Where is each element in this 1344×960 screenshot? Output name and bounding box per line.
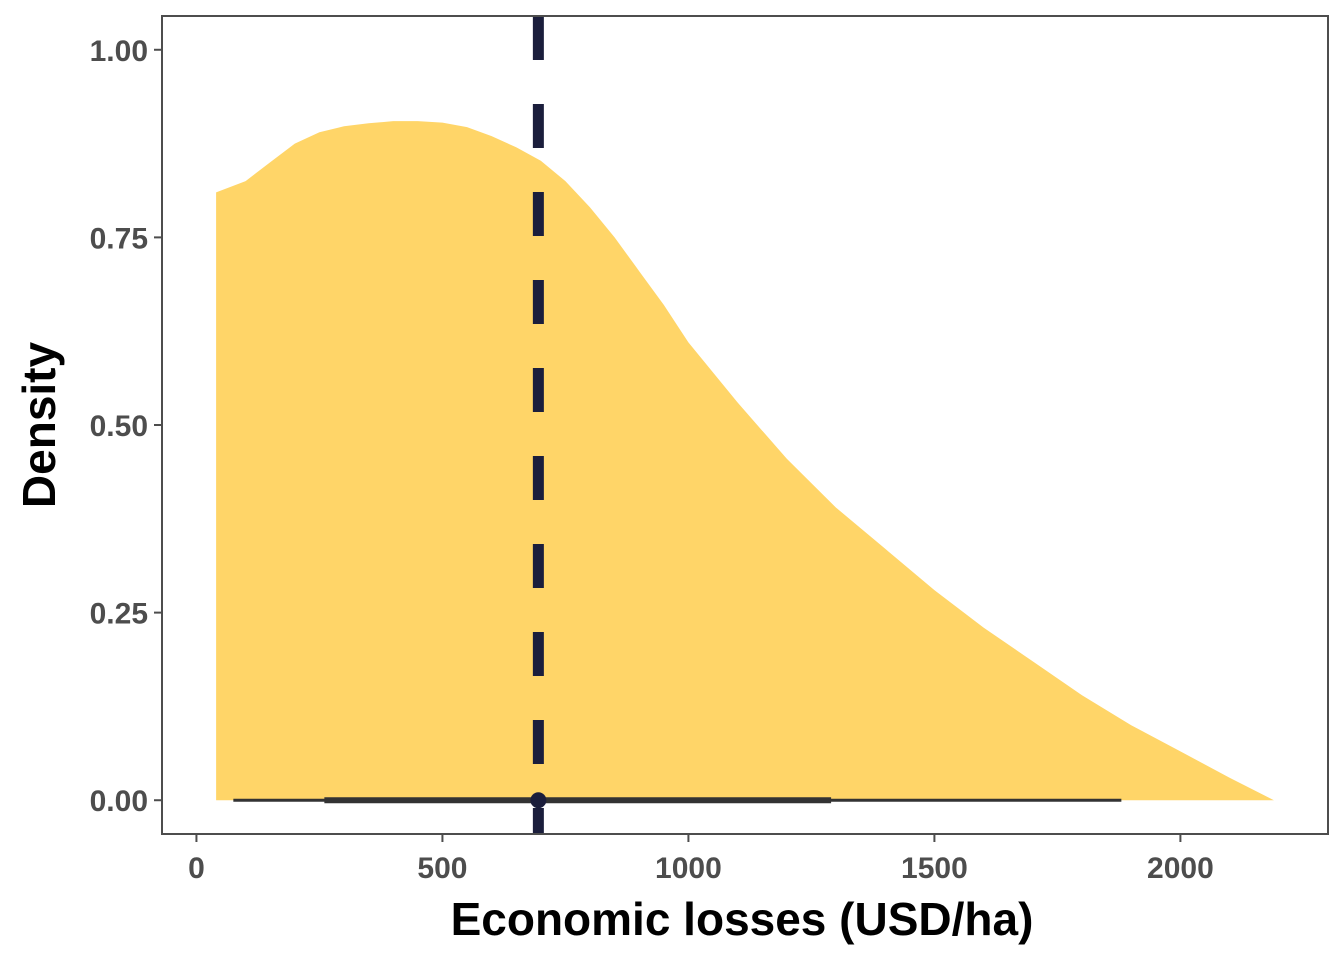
- plot-area: [161, 15, 1329, 835]
- y-axis: 0.00 0.25 0.50 0.75 1.00: [90, 35, 162, 818]
- x-axis: 0 500 1000 1500 2000: [188, 834, 1214, 885]
- x-tick-label: 2000: [1147, 852, 1214, 885]
- y-tick-label: 0.25: [90, 598, 148, 631]
- y-tick-label: 0.75: [90, 222, 148, 255]
- x-tick-label: 1000: [655, 852, 722, 885]
- y-tick-label: 0.50: [90, 410, 148, 443]
- y-axis-title: Density: [13, 342, 65, 509]
- x-tick-label: 0: [188, 852, 205, 885]
- x-axis-title: Economic losses (USD/ha): [451, 893, 1034, 945]
- x-tick-label: 500: [417, 852, 467, 885]
- y-tick-label: 1.00: [90, 35, 148, 68]
- x-tick-label: 1500: [901, 852, 968, 885]
- point-estimate: [530, 792, 547, 809]
- y-tick-label: 0.00: [90, 785, 148, 818]
- density-area-0: [216, 121, 1274, 801]
